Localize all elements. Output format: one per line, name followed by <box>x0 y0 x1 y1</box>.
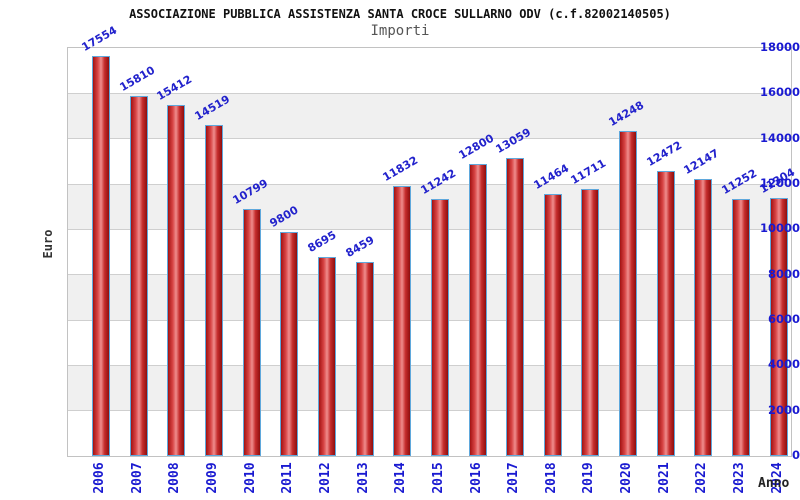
x-tick-label: 2017 <box>506 462 522 494</box>
bar-2013 <box>355 262 374 456</box>
bar-value-label: 12147 <box>681 146 722 177</box>
x-tick-label: 2010 <box>242 462 258 494</box>
bar-2017 <box>506 158 525 456</box>
chart-subtitle: Importi <box>370 23 430 39</box>
x-tick-label: 2016 <box>468 462 484 494</box>
chart-title: ASSOCIAZIONE PUBBLICA ASSISTENZA SANTA C… <box>129 7 671 21</box>
gridline <box>68 92 791 94</box>
bar-2020 <box>619 131 638 456</box>
bar-value-label: 10799 <box>230 176 270 208</box>
x-tick-label: 2019 <box>581 462 597 494</box>
bar-value-label: 9800 <box>267 203 301 230</box>
bar-value-label: 8695 <box>305 228 339 255</box>
gridline <box>68 410 791 412</box>
bar-2021 <box>656 171 675 456</box>
bar-2006 <box>92 56 110 456</box>
gridline <box>68 319 791 321</box>
bar-value-label: 15412 <box>154 72 195 103</box>
x-tick-label: 2015 <box>430 462 446 494</box>
gridline <box>68 228 791 230</box>
x-tick-label: 2012 <box>317 462 333 494</box>
gridline <box>68 183 791 185</box>
bar-value-label: 12800 <box>456 131 496 162</box>
x-tick-label: 2013 <box>355 462 371 494</box>
bar-2011 <box>280 231 299 456</box>
y-tick-label: 2000 <box>767 402 800 417</box>
y-tick-label: 16000 <box>759 85 800 100</box>
x-tick-label: 2023 <box>732 462 748 494</box>
y-tick-label: 0 <box>791 448 800 462</box>
y-tick-label: 10000 <box>759 221 800 236</box>
bar-2023 <box>732 198 751 456</box>
bar-value-label: 11242 <box>418 166 458 198</box>
x-tick-label: 2014 <box>393 462 409 494</box>
x-tick-label: 2020 <box>619 462 635 494</box>
bar-2015 <box>430 199 449 456</box>
bar-2007 <box>129 95 148 456</box>
bar-2018 <box>543 194 562 456</box>
bar-2014 <box>393 185 412 456</box>
bar-2024 <box>769 197 788 456</box>
bar-2019 <box>581 188 600 456</box>
x-tick-label: 2009 <box>204 462 220 494</box>
bar-2010 <box>242 209 261 456</box>
x-axis-title: Anno <box>758 476 790 491</box>
x-tick-label: 2021 <box>656 462 672 494</box>
x-tick-label: 2018 <box>543 462 559 494</box>
bar-value-label: 13059 <box>493 125 534 156</box>
x-tick-label: 2006 <box>92 462 107 494</box>
y-tick-label: 12000 <box>759 176 800 190</box>
bar-value-label: 15810 <box>117 63 157 94</box>
bar-2012 <box>317 256 336 456</box>
gridline <box>68 364 791 366</box>
bar-value-label: 11832 <box>380 153 421 184</box>
bar-2022 <box>694 178 713 456</box>
y-tick-label: 14000 <box>759 130 800 145</box>
bar-2008 <box>167 104 186 456</box>
bar-2016 <box>468 163 487 456</box>
bar-value-label: 12472 <box>644 138 684 170</box>
x-tick-label: 2011 <box>280 462 296 494</box>
x-tick-label: 2022 <box>694 462 710 494</box>
bar-value-label: 14248 <box>606 98 647 130</box>
y-axis-title: Euro <box>41 229 55 259</box>
y-tick-label: 4000 <box>767 357 800 372</box>
gridline <box>68 138 791 140</box>
y-tick-label: 6000 <box>767 312 800 326</box>
y-tick-label: 8000 <box>767 266 800 281</box>
bar-2009 <box>204 124 223 456</box>
bar-value-label: 8459 <box>343 233 377 261</box>
plot-area: 17554 15810 15412 14519 10799 9800 8695 8459 118… <box>67 24 797 457</box>
x-tick-label: 2007 <box>129 462 145 494</box>
x-tick-label: 2008 <box>167 462 183 494</box>
bar-value-label: 14519 <box>192 92 233 123</box>
bar-value-label: 11711 <box>568 156 609 187</box>
bar-value-label: 11464 <box>531 161 571 193</box>
gridline <box>68 274 791 276</box>
y-tick-label: 18000 <box>759 40 800 54</box>
